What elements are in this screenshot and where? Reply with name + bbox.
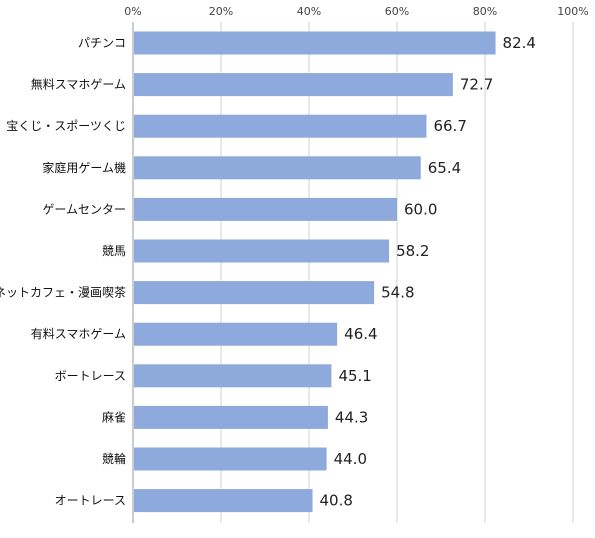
x-axis-ticks: 0% 20% 40% 60% 80% 100% (124, 5, 588, 18)
bar-12 (134, 489, 313, 513)
category-label-11: 競輪 (102, 451, 126, 466)
bar-7 (134, 281, 375, 305)
bar-8 (134, 322, 338, 346)
category-label-1: パチンコ (78, 36, 126, 50)
bar-10 (134, 405, 328, 429)
value-label-7: 54.8 (381, 284, 414, 302)
x-tick-label-40: 40% (297, 5, 321, 18)
x-tick-label-20: 20% (209, 5, 233, 18)
x-tick-label-100: 100% (557, 5, 588, 18)
category-label-8: 有料スマホゲーム (31, 327, 126, 341)
category-label-6: 競馬 (102, 243, 126, 258)
bar-3 (134, 114, 427, 138)
category-label-3: 宝くじ・スポーツくじ (6, 119, 126, 133)
value-label-9: 45.1 (338, 367, 371, 385)
value-label-10: 44.3 (335, 408, 368, 426)
x-tick-label-0: 0% (124, 5, 141, 18)
x-tick-label-60: 60% (385, 5, 409, 18)
category-label-2: 無料スマホゲーム (31, 77, 126, 92)
bar-9 (134, 364, 332, 388)
category-label-4: 家庭用ゲーム機 (42, 160, 126, 175)
bar-1 (134, 31, 496, 55)
grid-lines (220, 22, 574, 523)
value-label-5: 60.0 (404, 200, 437, 218)
x-tick-label-80: 80% (473, 5, 497, 18)
category-label-7: ネットカフェ・漫画喫茶 (0, 285, 126, 300)
bars (134, 31, 496, 513)
category-label-5: ゲームセンター (42, 202, 126, 216)
value-label-4: 65.4 (428, 159, 461, 177)
bar-4 (134, 156, 421, 180)
value-label-3: 66.7 (433, 117, 466, 135)
bar-5 (134, 197, 397, 221)
value-label-6: 58.2 (396, 242, 429, 260)
bar-2 (134, 73, 453, 97)
value-label-2: 72.7 (460, 76, 493, 94)
value-label-8: 46.4 (344, 325, 377, 343)
bar-11 (134, 447, 327, 471)
category-label-9: ボートレース (55, 369, 126, 383)
category-label-10: 麻雀 (102, 409, 126, 424)
value-label-11: 44.0 (334, 450, 367, 468)
value-label-12: 40.8 (320, 492, 353, 510)
bar-6 (134, 239, 390, 263)
value-label-1: 82.4 (503, 34, 536, 52)
category-labels: パチンコ無料スマホゲーム宝くじ・スポーツくじ家庭用ゲーム機ゲームセンター競馬ネッ… (0, 36, 126, 508)
category-label-12: オートレース (55, 494, 126, 508)
value-labels: 82.4 72.7 66.7 65.4 60.0 58.2 54.8 46.4 45.1 44.3… (320, 34, 536, 510)
